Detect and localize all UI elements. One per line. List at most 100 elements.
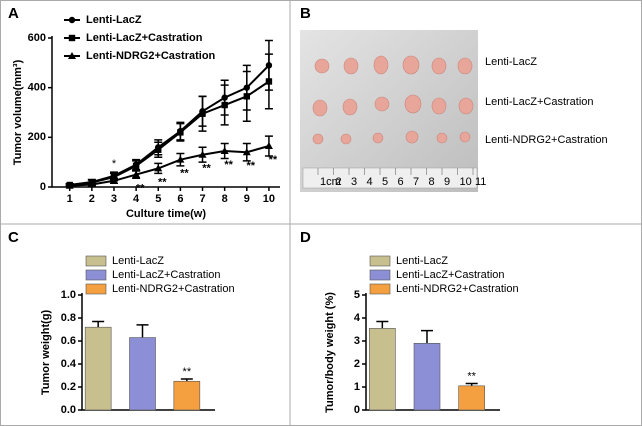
- marker: [243, 93, 250, 100]
- error-bar: [92, 320, 105, 328]
- annotation: **: [158, 176, 167, 188]
- annotation: **: [180, 168, 189, 180]
- y-tick-label: 1: [354, 381, 360, 393]
- x-tick-label: 8: [222, 193, 228, 205]
- y-axis-label: Tumor/body weight (%): [324, 292, 336, 413]
- panel-label: D: [300, 229, 311, 246]
- annotation: **: [224, 159, 233, 171]
- y-tick-label: 200: [28, 131, 46, 143]
- x-axis-label: Culture time(w): [126, 208, 206, 220]
- y-tick-label: 400: [28, 82, 46, 94]
- legend-swatch: [85, 283, 107, 295]
- ruler-label: 4: [367, 176, 373, 188]
- marker: [221, 101, 228, 109]
- ruler-label: 7: [413, 176, 419, 188]
- bar: [129, 337, 156, 411]
- ruler-label: 10: [460, 176, 472, 188]
- panel-label: A: [8, 5, 19, 22]
- y-tick-label: 0.8: [61, 312, 76, 324]
- y-tick-label: 600: [28, 32, 46, 44]
- x-tick-label: 4: [133, 193, 140, 205]
- y-tick-label: 2: [354, 358, 360, 370]
- marker: [68, 34, 76, 42]
- marker: [242, 148, 251, 156]
- marker: [177, 129, 184, 136]
- y-axis-label: Tumor volume(mm³): [12, 59, 24, 165]
- panel-label: C: [8, 229, 19, 246]
- marker: [132, 170, 141, 178]
- y-tick-label: 5: [354, 289, 360, 301]
- legend-swatch: [85, 269, 107, 281]
- marker: [68, 16, 76, 24]
- series-line: [69, 80, 270, 187]
- annotation: **: [467, 370, 476, 382]
- marker: [87, 180, 96, 188]
- marker: [198, 150, 207, 158]
- y-tick-label: 0: [40, 181, 46, 193]
- photo: [300, 30, 478, 192]
- photo-label: Lenti-LacZ: [485, 56, 537, 68]
- y-tick-label: 0.0: [61, 404, 76, 416]
- legend-label: Lenti-LacZ: [112, 255, 164, 267]
- series-line: [69, 145, 270, 187]
- legend-label: Lenti-LacZ+Castration: [396, 269, 505, 281]
- y-tick-label: 1.0: [61, 289, 76, 301]
- ruler-label: 5: [382, 176, 388, 188]
- marker: [155, 146, 162, 153]
- x-tick-label: 6: [177, 193, 183, 205]
- legend-label: Lenti-LacZ: [86, 14, 142, 26]
- error-bar: [180, 378, 193, 382]
- ruler: [302, 167, 478, 189]
- legend-label: Lenti-LacZ+Castration: [86, 32, 203, 44]
- marker: [199, 110, 206, 117]
- legend-label: Lenti-NDRG2+Castration: [396, 283, 519, 295]
- error-bar: [376, 320, 389, 329]
- annotation: **: [247, 160, 256, 172]
- marker: [65, 181, 74, 189]
- y-tick-label: 3: [354, 335, 360, 347]
- legend-swatch: [85, 255, 107, 267]
- x-tick-label: 1: [67, 193, 73, 205]
- annotation: *: [112, 158, 117, 170]
- legend-label: Lenti-NDRG2+Castration: [86, 50, 216, 62]
- y-tick-label: 0: [354, 404, 360, 416]
- marker: [176, 155, 185, 163]
- photo-panel: [300, 30, 478, 192]
- error-bar: [136, 324, 149, 338]
- bar: [413, 342, 441, 411]
- x-tick-label: 7: [199, 193, 205, 205]
- x-tick-label: 2: [89, 193, 95, 205]
- marker: [264, 142, 273, 150]
- x-tick-label: 3: [111, 193, 117, 205]
- error-bar: [465, 382, 478, 386]
- marker: [220, 146, 229, 154]
- y-tick-label: 0.6: [61, 335, 76, 347]
- legend-label: Lenti-LacZ+Castration: [112, 269, 221, 281]
- y-tick-label: 0.2: [61, 381, 76, 393]
- legend-label: Lenti-NDRG2+Castration: [112, 283, 235, 295]
- series-line: [69, 64, 270, 187]
- x-tick-label: 5: [155, 193, 161, 205]
- annotation: **: [183, 366, 192, 378]
- legend-swatch: [369, 269, 391, 281]
- ruler-label: 1cm: [320, 176, 341, 188]
- panel-label: B: [300, 5, 311, 22]
- ruler-label: 6: [398, 176, 404, 188]
- annotation: **: [202, 163, 211, 175]
- marker: [265, 78, 273, 85]
- marker: [132, 162, 140, 170]
- marker: [68, 52, 76, 59]
- bar: [458, 385, 485, 411]
- error-bar: [421, 329, 433, 344]
- y-tick-label: 0.4: [61, 358, 77, 370]
- tumors: [312, 55, 474, 145]
- ruler-label: 3: [351, 176, 357, 188]
- photo-label: Lenti-LacZ+Castration: [485, 96, 594, 108]
- ruler-label: 8: [429, 176, 435, 188]
- annotation: **: [269, 154, 278, 166]
- bar: [84, 326, 112, 411]
- ruler-label: 9: [444, 176, 450, 188]
- legend-swatch: [369, 255, 391, 267]
- y-axis-label: Tumor weight(g): [40, 309, 52, 395]
